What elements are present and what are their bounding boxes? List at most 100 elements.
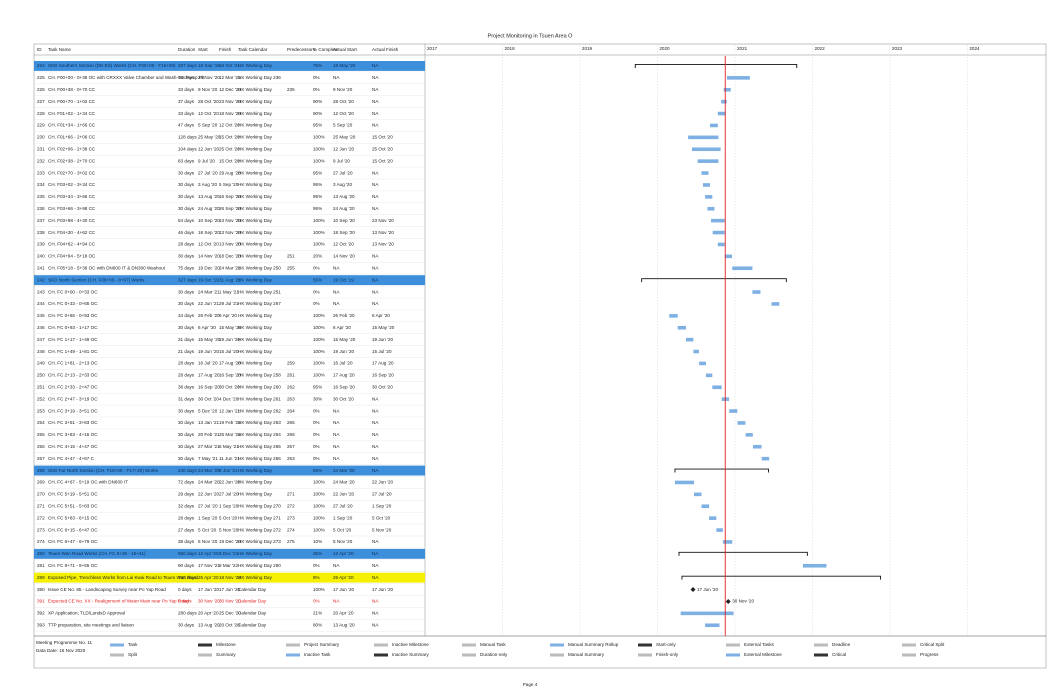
cell: NA	[333, 599, 340, 604]
task-bar	[761, 456, 770, 461]
cell: 242	[37, 277, 45, 282]
legend-label: Finish-only	[656, 652, 679, 657]
cell: CH. FC 3+83 - 4+15 OC	[48, 432, 98, 437]
cell: 748 days	[178, 575, 197, 580]
cell: 30 days	[178, 408, 195, 413]
task-bar	[705, 623, 720, 628]
task-bar	[701, 504, 710, 509]
cell: HK Working Day 273	[238, 539, 281, 544]
cell: 24 Mar '20	[333, 480, 355, 485]
cell: CH. FC 4+15 - 4+47 OC	[48, 444, 98, 449]
column-header: Start	[198, 47, 208, 52]
cell: NA	[333, 432, 340, 437]
cell: NA	[372, 599, 379, 604]
cell: 95%	[313, 182, 322, 187]
task-bar	[694, 492, 702, 497]
cell: 274	[37, 539, 45, 544]
legend-swatch	[286, 653, 300, 657]
cell: 5 Dec '20	[198, 408, 218, 413]
cell: 27 Jul '20	[198, 503, 218, 508]
cell: 390	[37, 587, 45, 592]
cell: 225	[37, 75, 45, 80]
cell: 238	[37, 230, 45, 235]
legend-swatch	[726, 643, 740, 647]
cell: 29 Jul '21	[219, 301, 239, 306]
cell: 392	[37, 611, 45, 616]
cell: 100%	[313, 587, 325, 592]
cell: HK Working Day	[238, 99, 273, 104]
programme: Meeting Programme No. 11	[36, 640, 93, 645]
cell: NA	[372, 170, 379, 175]
cell: 0%	[313, 265, 320, 270]
legend-swatch	[550, 653, 564, 657]
cell: NA	[372, 551, 379, 556]
cell: 26 Sep '20	[219, 206, 241, 211]
cell: 247	[37, 337, 45, 342]
cell: NA	[372, 289, 379, 294]
cell: 27 days	[178, 527, 195, 532]
cell: 30 days	[178, 420, 195, 425]
cell: 0%	[313, 87, 320, 92]
summary-row-bg	[34, 548, 425, 559]
legend-swatch	[902, 653, 916, 657]
cell: 28 days	[178, 242, 195, 247]
cell: 8%	[313, 575, 320, 580]
cell: 251	[37, 384, 45, 389]
cell: 31 days	[178, 396, 195, 401]
cell: 18 May '20	[333, 63, 356, 68]
task-bar	[674, 480, 695, 485]
cell: 83 days	[178, 158, 195, 163]
cell: 12 Apr '20	[198, 551, 219, 556]
cell: HK Working Day 267	[238, 301, 281, 306]
cell: NA	[333, 301, 340, 306]
cell: 14 Nov '20	[198, 254, 220, 259]
cell: 9 Jul '20	[333, 158, 350, 163]
cell: Issue CE No. 85 - Landscaping Survey nea…	[48, 587, 166, 592]
cell: NA	[372, 575, 379, 580]
cell: 245	[37, 313, 45, 318]
year-label: 2020	[659, 46, 670, 51]
cell: 9 Nov '20	[333, 87, 353, 92]
cell: 391	[37, 599, 45, 604]
cell: HK Working Day 250	[238, 265, 281, 270]
legend-label: Milestone	[216, 642, 236, 647]
legend-label: Start-only	[656, 642, 676, 647]
year-label: 2022	[814, 46, 825, 51]
cell: 30 days	[178, 325, 195, 330]
cell: 274	[287, 527, 295, 532]
cell: 0%	[313, 599, 320, 604]
milestone	[690, 587, 696, 593]
cell: 26 Feb '20	[333, 313, 355, 318]
cell: 80%	[313, 622, 322, 627]
cell: 237	[37, 218, 45, 223]
cell: 26 Mar '21	[219, 432, 241, 437]
cell: CH. F00+00 - 0+38 OC with CRXXX Valve Ch…	[48, 75, 205, 80]
cell: 24 Mar '21	[198, 289, 220, 294]
cell: CH. F04+94 - 5+18 OC	[48, 254, 96, 259]
cell: NA	[372, 432, 379, 437]
cell: CH. FC 6+47 - 6+79 OC	[48, 539, 98, 544]
cell: 27 Jul '20	[219, 492, 239, 497]
column-header: % Complete	[313, 47, 338, 52]
task-bar	[697, 159, 719, 163]
legend-swatch	[198, 643, 212, 647]
legend-box	[33, 635, 1047, 669]
cell: 27 Mar '21	[198, 444, 220, 449]
cell: 22 Jun '20	[372, 480, 394, 485]
cell: NA	[372, 87, 379, 92]
cell: 27 Jul '20	[333, 170, 353, 175]
cell: 25 May '20	[333, 135, 356, 140]
legend-label: Progress	[920, 652, 939, 657]
legend-label: External Tasks	[744, 642, 774, 647]
cell: 248	[37, 349, 45, 354]
cell: 100%	[313, 242, 325, 247]
cell: 5 Oct '20	[219, 515, 238, 520]
cell: 18 Sep '20	[333, 230, 355, 235]
cell: 5 Oct '20	[333, 527, 352, 532]
cell: 10%	[313, 539, 322, 544]
cell: 30 days	[178, 206, 195, 211]
cell: 281	[37, 563, 45, 568]
cell: 24 Mar '20	[198, 468, 220, 473]
column-header: Task Name	[48, 47, 71, 52]
cell: HK Working Day	[238, 325, 273, 330]
